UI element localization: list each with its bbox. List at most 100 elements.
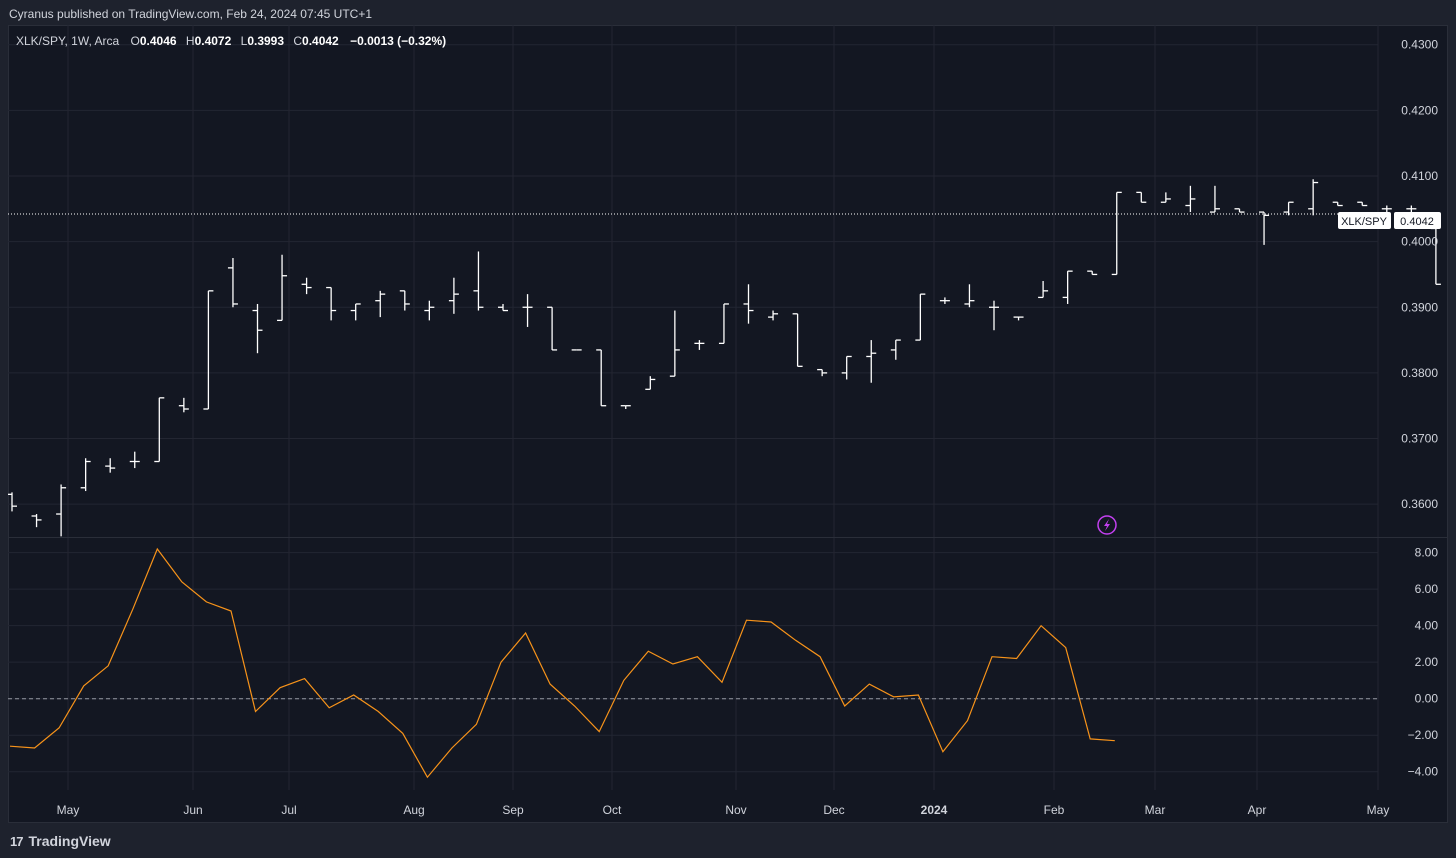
x-tick-label: Jun: [183, 803, 202, 817]
ohlc-bar[interactable]: [301, 277, 312, 295]
ohlc-bar[interactable]: [1111, 191, 1122, 276]
ohlc-bar[interactable]: [817, 368, 828, 377]
ohlc-bar[interactable]: [596, 349, 607, 407]
x-tick-label: Sep: [502, 803, 524, 817]
ohlc-bar[interactable]: [1357, 201, 1368, 207]
ohlc-bar[interactable]: [1136, 191, 1147, 203]
price-tick-label: 0.3900: [1401, 300, 1438, 314]
ohlc-bar[interactable]: [743, 284, 754, 324]
ohlc-bar[interactable]: [473, 251, 484, 311]
ohlc-bar[interactable]: [1234, 208, 1245, 213]
osc-tick-label: 4.00: [1415, 619, 1439, 633]
ohlc-bar[interactable]: [154, 397, 165, 463]
oscillator-line: [9, 547, 1115, 779]
ohlc-bar[interactable]: [178, 397, 189, 413]
price-tick-label: 0.3700: [1401, 432, 1438, 446]
chart-canvas[interactable]: May Jun Jul Aug Sep Oct Nov Dec 2024 Feb Mar Apr May…: [8, 25, 1448, 823]
tradingview-logo-icon[interactable]: 17: [10, 833, 24, 849]
legend-close-value: 0.4042: [302, 34, 339, 48]
price-tick-label: 0.4200: [1401, 103, 1438, 117]
lightning-icon[interactable]: [1097, 515, 1117, 535]
x-tick-label: Nov: [725, 803, 746, 817]
osc-tick-label: −2.00: [1408, 728, 1439, 742]
ohlc-bar[interactable]: [375, 290, 386, 318]
price-tick-label: 0.4100: [1401, 169, 1438, 183]
legend-open-value: 0.4046: [140, 34, 177, 48]
ohlc-bar[interactable]: [792, 313, 803, 367]
ohlc-bar[interactable]: [1381, 205, 1392, 213]
price-tag-value-box: [1394, 212, 1441, 229]
x-tick-label: Oct: [603, 803, 622, 817]
legend-open-label: O: [131, 34, 140, 48]
axes: May Jun Jul Aug Sep Oct Nov Dec 2024 Feb Mar Apr May…: [57, 38, 1439, 817]
osc-tick-label: 2.00: [1415, 655, 1439, 669]
osc-tick-label: 0.00: [1415, 692, 1439, 706]
ohlc-bar[interactable]: [350, 303, 361, 321]
x-tick-label: Apr: [1248, 803, 1267, 817]
ohlc-bar[interactable]: [939, 297, 950, 304]
ohlc-bar[interactable]: [915, 293, 926, 341]
ohlc-bar[interactable]: [645, 376, 656, 390]
ohlc-bar[interactable]: [399, 290, 410, 311]
x-tick-label: Feb: [1044, 803, 1065, 817]
legend: XLK/SPY, 1W, Arca O0.4046 H0.4072 L0.399…: [16, 34, 446, 48]
ohlc-bar[interactable]: [31, 514, 42, 528]
oscillator-pane: [8, 547, 1378, 779]
ohlc-bar[interactable]: [227, 258, 238, 308]
ohlc-bar[interactable]: [694, 340, 705, 350]
ohlc-bar[interactable]: [1062, 270, 1073, 304]
ohlc-bar[interactable]: [964, 284, 975, 308]
price-tick-label: 0.3800: [1401, 366, 1438, 380]
ohlc-bar[interactable]: [326, 286, 337, 321]
tradingview-brand[interactable]: TradingView: [28, 833, 111, 849]
x-tick-label: Jul: [281, 803, 296, 817]
price-tick-label: 0.4000: [1401, 235, 1438, 249]
ohlc-bar[interactable]: [669, 310, 680, 377]
ohlc-bar[interactable]: [718, 303, 729, 345]
ohlc-bar[interactable]: [522, 294, 533, 327]
osc-tick-label: 8.00: [1415, 546, 1439, 560]
osc-tick-label: −4.00: [1408, 765, 1439, 779]
ohlc-bar[interactable]: [1308, 179, 1319, 216]
ohlc-bar[interactable]: [890, 339, 901, 360]
ohlc-bar[interactable]: [498, 303, 508, 312]
ohlc-bar[interactable]: [547, 306, 558, 351]
price-tag-symbol-box: [1338, 212, 1391, 229]
ohlc-bar[interactable]: [1185, 185, 1196, 213]
ohlc-bar[interactable]: [866, 340, 877, 383]
ohlc-bar[interactable]: [1013, 316, 1024, 321]
legend-change: −0.0013 (−0.32%): [350, 34, 446, 48]
ohlc-bar[interactable]: [80, 458, 91, 492]
legend-close-label: C: [293, 34, 302, 48]
ohlc-bar[interactable]: [1332, 201, 1343, 207]
ohlc-bar[interactable]: [424, 300, 435, 321]
x-tick-label: Dec: [823, 803, 844, 817]
ohlc-bar[interactable]: [448, 277, 459, 314]
ohlc-bar[interactable]: [768, 310, 779, 321]
ohlc-bar[interactable]: [1087, 270, 1098, 276]
ohlc-bar[interactable]: [1038, 281, 1049, 299]
ohlc-bars: [8, 179, 1441, 537]
x-tick-label: May: [57, 803, 80, 817]
ohlc-bar[interactable]: [252, 303, 263, 354]
legend-symbol: XLK/SPY, 1W, Arca: [16, 34, 119, 48]
price-tick-label: 0.4300: [1401, 38, 1438, 52]
ohlc-bar[interactable]: [620, 405, 631, 409]
ohlc-bar[interactable]: [989, 300, 999, 331]
ohlc-bar[interactable]: [129, 451, 140, 469]
price-tag-value: 0.4042: [1400, 216, 1434, 228]
ohlc-bar[interactable]: [1259, 211, 1270, 245]
ohlc-bar[interactable]: [1283, 201, 1294, 216]
ohlc-bar[interactable]: [1160, 192, 1171, 203]
ohlc-bar[interactable]: [203, 290, 214, 410]
ohlc-bar[interactable]: [1209, 185, 1220, 213]
publish-caption: Cyranus published on TradingView.com, Fe…: [9, 7, 372, 21]
ohlc-bar[interactable]: [1406, 205, 1417, 213]
ohlc-bar[interactable]: [841, 355, 852, 380]
ohlc-bar[interactable]: [8, 492, 17, 512]
ohlc-bar[interactable]: [277, 254, 288, 322]
ohlc-bar[interactable]: [105, 458, 116, 473]
osc-tick-label: 6.00: [1415, 582, 1439, 596]
ohlc-bar[interactable]: [56, 484, 67, 537]
x-tick-label: Aug: [403, 803, 424, 817]
